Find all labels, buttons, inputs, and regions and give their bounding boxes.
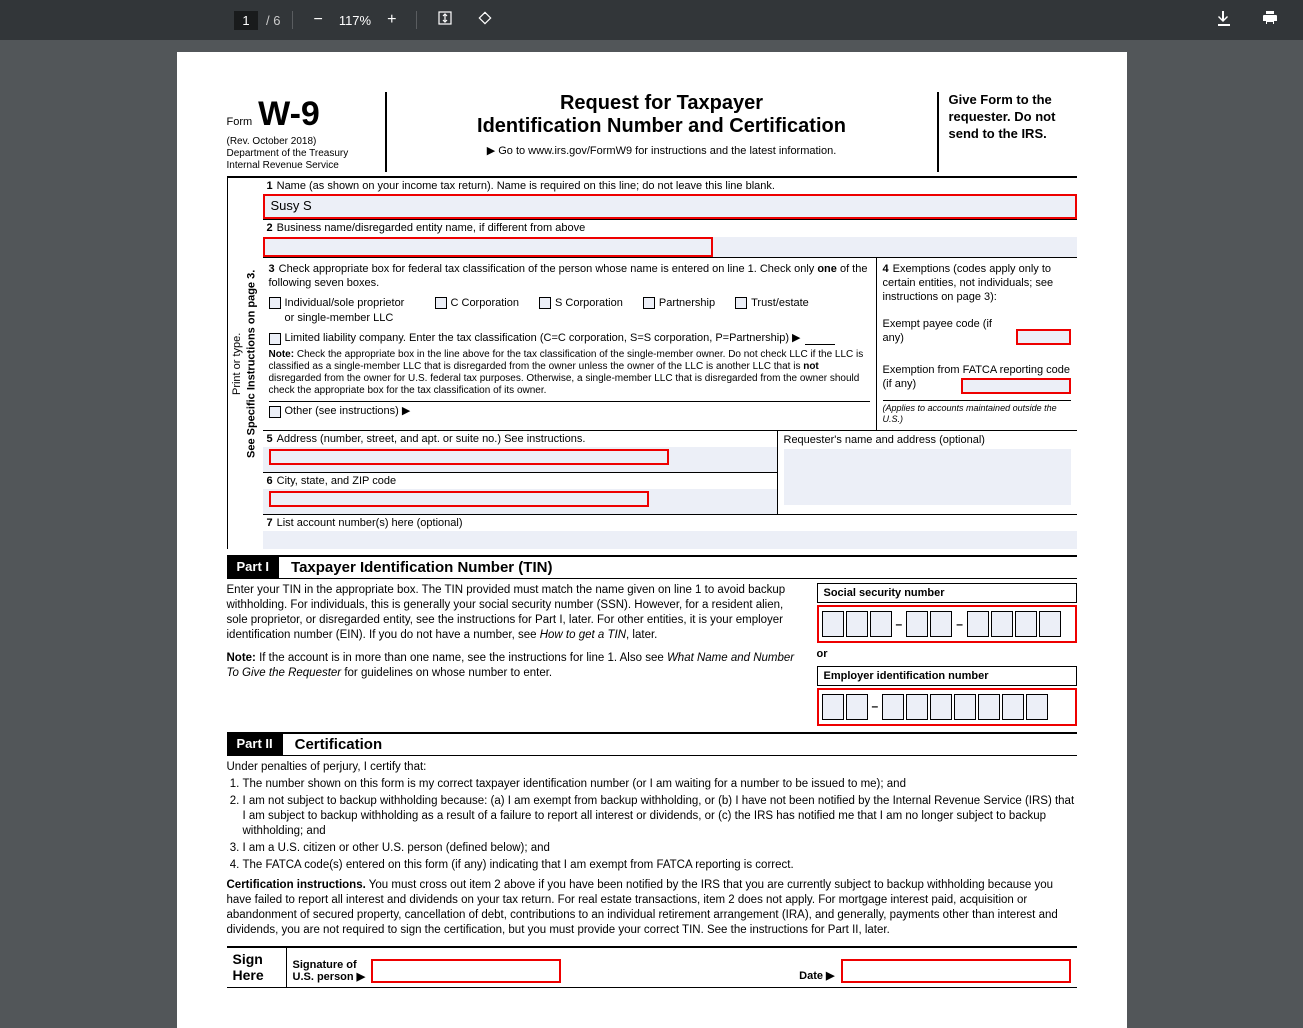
fit-page-icon[interactable] <box>429 6 461 35</box>
or-label: or <box>817 647 1077 661</box>
pdf-viewer: Form W-9 (Rev. October 2018) Department … <box>0 40 1303 1028</box>
ein-label: Employer identification number <box>817 666 1077 686</box>
cert-item-4: The FATCA code(s) entered on this form (… <box>243 858 1077 873</box>
line1-name-input[interactable]: Susy S <box>263 194 1077 219</box>
ssn-label: Social security number <box>817 583 1077 603</box>
signature-input[interactable] <box>371 959 561 983</box>
line2-label: Business name/disregarded entity name, i… <box>277 222 586 234</box>
zoom-in-button[interactable]: + <box>379 7 404 33</box>
zoom-level: 117% <box>339 13 371 28</box>
address-input[interactable] <box>263 447 777 472</box>
line5-label: Address (number, street, and apt. or sui… <box>277 433 586 445</box>
cert-item-2: I am not subject to backup withholding b… <box>243 794 1077 839</box>
sign-here-label: SignHere <box>227 948 287 987</box>
cb-trust[interactable] <box>735 297 747 309</box>
cert-instructions: Certification instructions. You must cro… <box>227 878 1077 938</box>
goto-link: ▶ Go to www.irs.gov/FormW9 for instructi… <box>397 144 927 158</box>
part1-text2: Note: If the account is in more than one… <box>227 651 805 681</box>
cb-ccorp[interactable] <box>435 297 447 309</box>
vertical-instructions: Print or type. See Specific Instructions… <box>227 178 263 549</box>
exempt-payee-input[interactable] <box>1016 329 1070 345</box>
form-title: Request for TaxpayerIdentification Numbe… <box>397 92 927 138</box>
page-total: / 6 <box>266 13 280 28</box>
llc-class-input[interactable] <box>805 331 835 345</box>
llc-note: Note: Check the appropriate box in the l… <box>269 349 870 397</box>
give-form-notice: Give Form to the requester. Do not send … <box>937 92 1077 172</box>
account-numbers-input[interactable] <box>263 531 1077 549</box>
line7-label: List account number(s) here (optional) <box>277 517 463 529</box>
dept-line1: Department of the Treasury <box>227 148 377 160</box>
part1-title: Taxpayer Identification Number (TIN) <box>291 558 552 578</box>
pdf-toolbar: / 6 − 117% + <box>0 0 1303 40</box>
part2-header: Part II <box>227 734 283 755</box>
pdf-page: Form W-9 (Rev. October 2018) Department … <box>177 52 1127 1028</box>
cb-llc[interactable] <box>269 333 281 345</box>
cb-other[interactable] <box>269 406 281 418</box>
zoom-out-button[interactable]: − <box>305 7 330 33</box>
form-number: W-9 <box>258 92 320 136</box>
signature-label: Signature ofU.S. person ▶ <box>293 959 366 983</box>
cert-item-1: The number shown on this form is my corr… <box>243 777 1077 792</box>
line2-business-input[interactable] <box>263 237 713 257</box>
form-label: Form <box>227 115 253 129</box>
part1-text1: Enter your TIN in the appropriate box. T… <box>227 583 805 643</box>
part2-title: Certification <box>295 735 383 755</box>
print-icon[interactable] <box>1253 5 1287 36</box>
cb-individual[interactable] <box>269 297 281 309</box>
line6-label: City, state, and ZIP code <box>277 475 396 487</box>
requester-input[interactable] <box>784 449 1071 505</box>
cb-partnership[interactable] <box>643 297 655 309</box>
page-number-input[interactable] <box>234 11 258 30</box>
applies-note: (Applies to accounts maintained outside … <box>883 400 1071 426</box>
line1-label: Name (as shown on your income tax return… <box>277 180 775 192</box>
city-input[interactable] <box>263 489 777 514</box>
cb-scorp[interactable] <box>539 297 551 309</box>
ein-input[interactable]: – <box>817 688 1077 726</box>
date-input[interactable] <box>841 959 1071 983</box>
part1-header: Part I <box>227 557 280 578</box>
line3-label: Check appropriate box for federal tax cl… <box>269 263 868 289</box>
dept-line2: Internal Revenue Service <box>227 160 377 172</box>
date-label: Date ▶ <box>799 969 834 983</box>
cert-item-3: I am a U.S. citizen or other U.S. person… <box>243 841 1077 856</box>
rotate-icon[interactable] <box>469 6 501 35</box>
line4-label: Exemptions (codes apply only to certain … <box>883 263 1054 304</box>
perjury-line: Under penalties of perjury, I certify th… <box>227 760 1077 775</box>
fatca-input[interactable] <box>961 378 1071 394</box>
requester-box: Requester's name and address (optional) <box>777 431 1077 514</box>
download-icon[interactable] <box>1207 5 1241 36</box>
revision: (Rev. October 2018) <box>227 136 377 148</box>
ssn-input[interactable]: – – <box>817 605 1077 643</box>
